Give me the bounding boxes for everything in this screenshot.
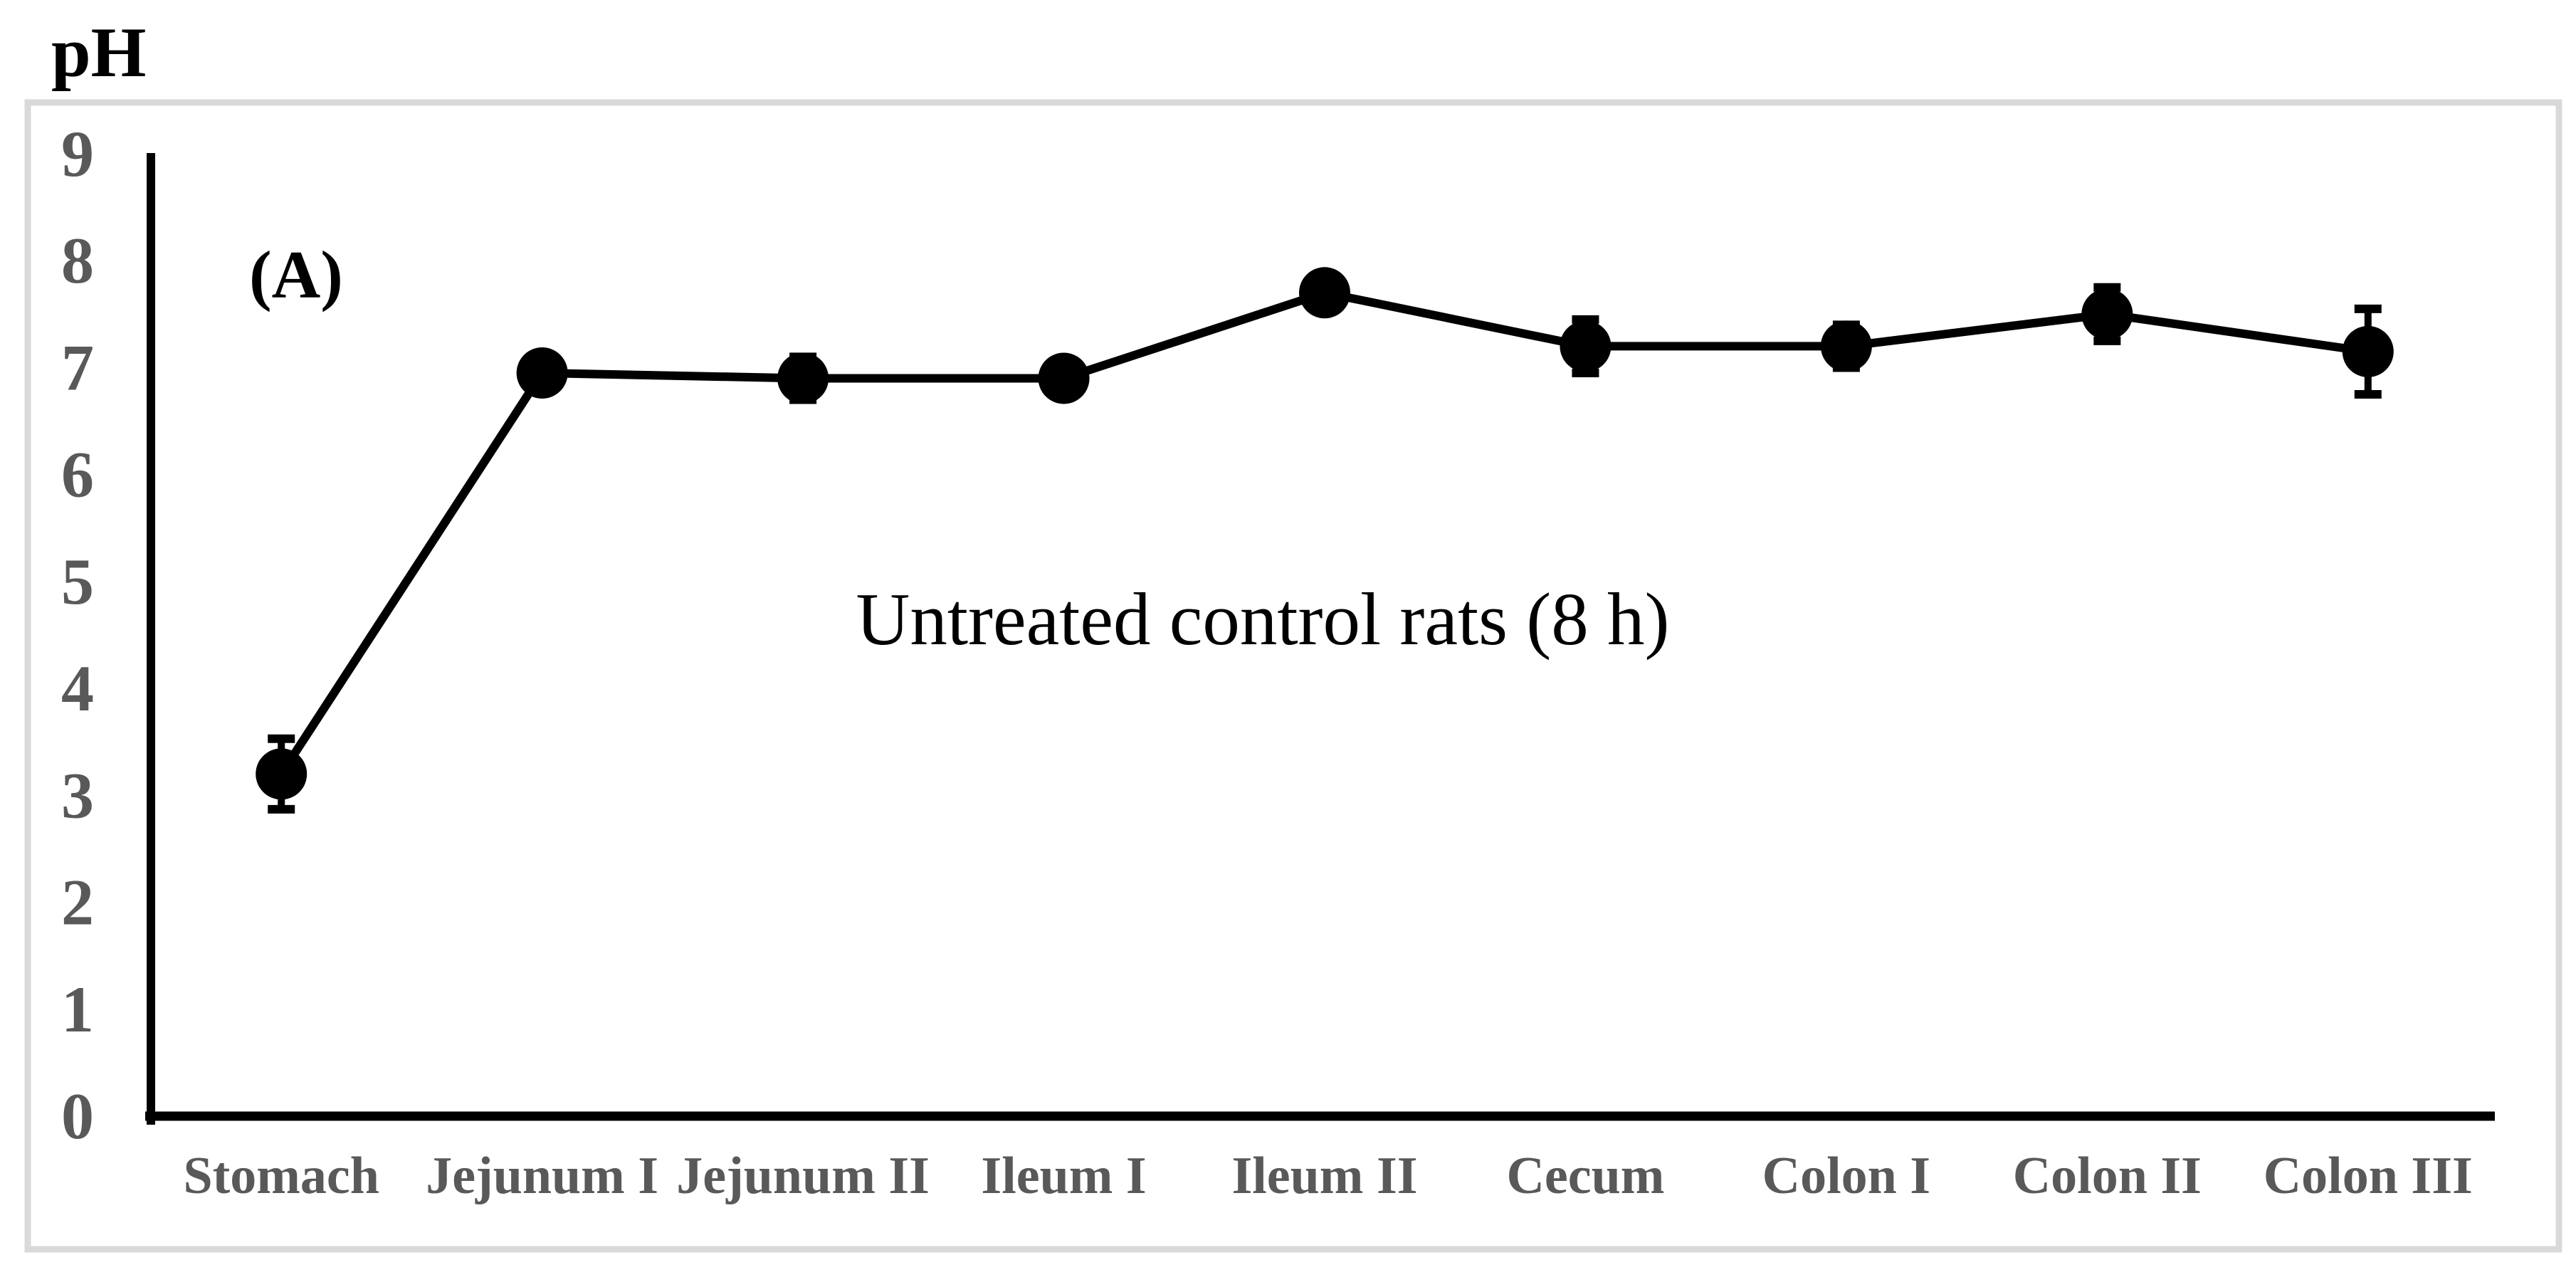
panel-letter: (A) [249, 237, 343, 312]
data-series-line [278, 288, 2369, 777]
x-category-label: Jejunum I [426, 1147, 658, 1205]
x-category-label: Stomach [183, 1147, 379, 1205]
data-point-marker [1820, 320, 1872, 372]
data-point-marker [1560, 320, 1612, 372]
y-tick-label: 1 [61, 973, 94, 1046]
y-tick-label: 9 [61, 117, 94, 190]
y-tick-label: 5 [61, 545, 94, 618]
x-category-label: Jejunum II [676, 1147, 930, 1205]
data-point-marker [2081, 288, 2133, 340]
data-series-group [256, 267, 2394, 814]
y-tick-label: 2 [61, 866, 94, 939]
y-tick-label: 0 [61, 1080, 94, 1152]
y-tick-label: 4 [61, 652, 94, 725]
axes-group [145, 153, 2495, 1125]
data-point-marker [2342, 325, 2394, 377]
x-category-label: Ileum II [1231, 1147, 1417, 1205]
y-tick-label: 8 [61, 224, 94, 297]
x-category-label: Cecum [1506, 1147, 1664, 1205]
data-point-marker [516, 347, 568, 399]
x-category-label: Colon III [2264, 1147, 2473, 1205]
data-point-marker [256, 748, 307, 800]
annotation-text: Untreated control rats (8 h) [856, 577, 1670, 661]
y-tick-label: 7 [61, 331, 94, 404]
y-axis-title: pH [51, 13, 146, 92]
data-point-marker [1299, 267, 1350, 319]
x-category-label: Colon II [2013, 1147, 2202, 1205]
x-category-labels: Stomach Jejunum I Jejunum II Ileum I Ileum I… [183, 1147, 2472, 1205]
y-tick-label: 3 [61, 759, 94, 831]
data-point-marker [1038, 352, 1090, 404]
y-tick-label: 6 [61, 438, 94, 511]
y-tick-labels: 0 1 2 3 4 5 6 7 8 9 [61, 117, 94, 1152]
x-category-label: Ileum I [981, 1147, 1146, 1205]
figure-border [24, 99, 2562, 1253]
x-category-label: Colon I [1762, 1147, 1930, 1205]
data-point-marker [777, 352, 829, 404]
